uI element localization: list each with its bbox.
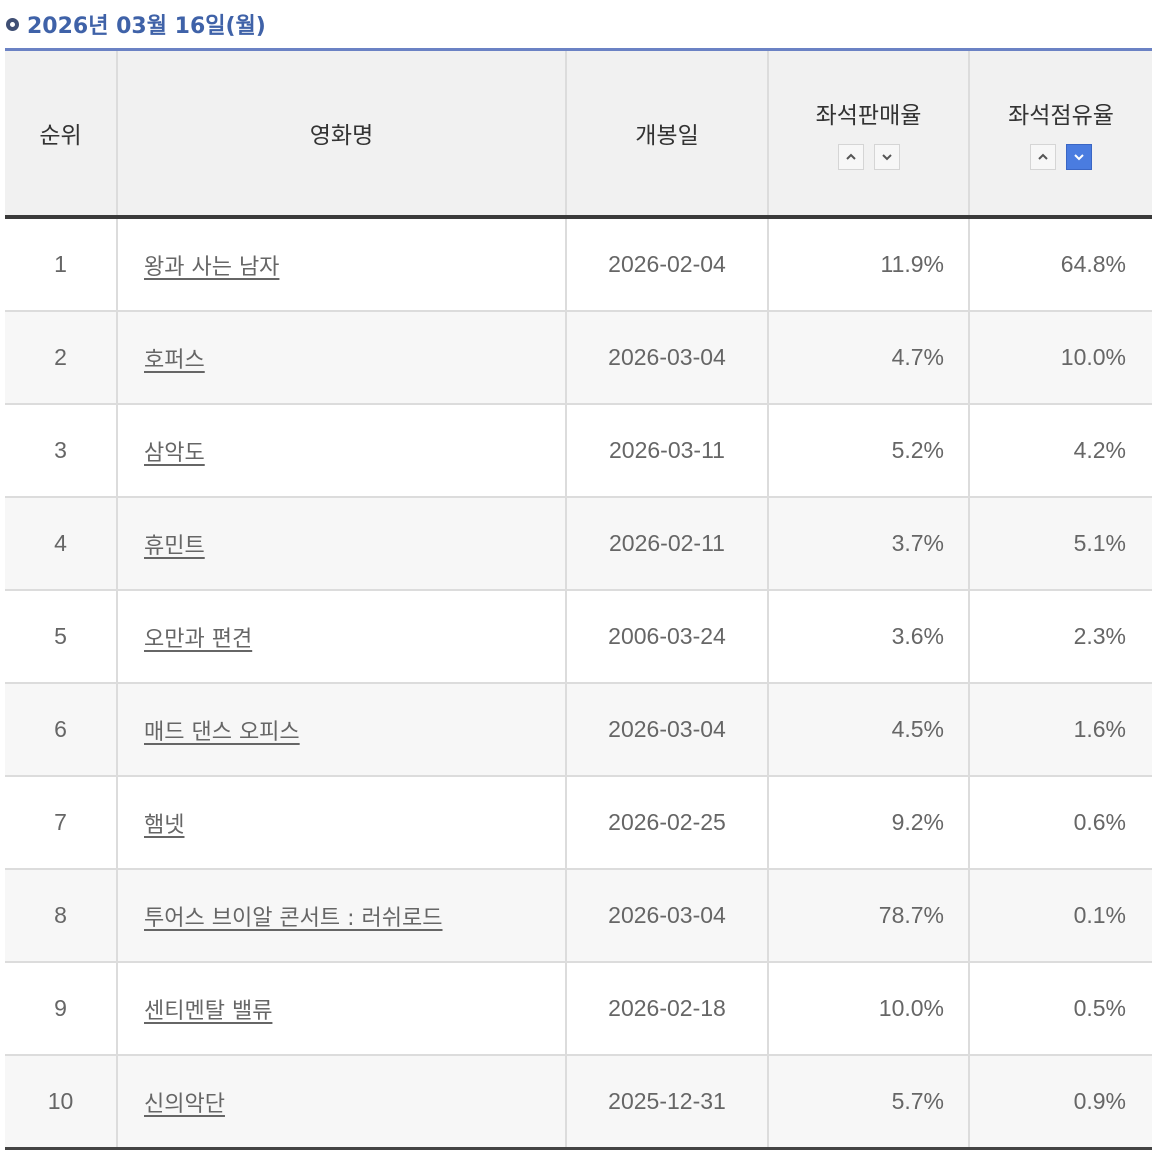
title-cell: 호퍼스 [116,311,566,405]
rank-cell: 5 [5,590,117,684]
sales-rate-cell: 78.7% [767,869,969,963]
sales-rate-cell: 5.2% [767,404,969,498]
release-date-cell: 2025-12-31 [565,1055,768,1150]
table-row: 5 오만과 편견 2006-03-24 3.6% 2.3% [5,590,1152,684]
table-row: 10 신의악단 2025-12-31 5.7% 0.9% [5,1055,1152,1150]
rank-cell: 4 [5,497,117,591]
column-header-release: 개봉일 [565,51,768,219]
share-rate-cell: 0.9% [968,1055,1152,1150]
rank-cell: 9 [5,962,117,1056]
chevron-up-icon [1038,153,1048,160]
sales-rate-cell: 3.6% [767,590,969,684]
release-date-cell: 2026-02-04 [565,217,768,312]
column-header-rank: 순위 [5,51,117,219]
rank-cell: 7 [5,776,117,870]
rank-cell: 8 [5,869,117,963]
box-office-table: 순위 영화명 개봉일 좌석판매율 좌석점유율 [5,51,1152,1150]
title-cell: 휴민트 [116,497,566,591]
movie-title-link[interactable]: 센티멘탈 밸류 [144,998,273,1024]
sales-rate-cell: 10.0% [767,962,969,1056]
column-header-sales-rate: 좌석판매율 [767,51,969,219]
title-cell: 햄넷 [116,776,566,870]
release-date-cell: 2026-03-11 [565,404,768,498]
title-cell: 센티멘탈 밸류 [116,962,566,1056]
sales-rate-cell: 3.7% [767,497,969,591]
release-date-cell: 2026-03-04 [565,311,768,405]
header-divider [5,48,1152,51]
rank-cell: 1 [5,217,117,312]
share-rate-cell: 0.6% [968,776,1152,870]
release-date-cell: 2026-03-04 [565,683,768,777]
title-cell: 매드 댄스 오피스 [116,683,566,777]
release-date-cell: 2006-03-24 [565,590,768,684]
sales-rate-cell: 9.2% [767,776,969,870]
release-date-cell: 2026-02-11 [565,497,768,591]
share-rate-cell: 0.1% [968,869,1152,963]
share-rate-cell: 10.0% [968,311,1152,405]
share-rate-cell: 64.8% [968,217,1152,312]
column-header-share-rate-label: 좌석점유율 [1008,103,1114,129]
table-row: 9 센티멘탈 밸류 2026-02-18 10.0% 0.5% [5,962,1152,1056]
sales-rate-cell: 5.7% [767,1055,969,1150]
table-row: 3 삼악도 2026-03-11 5.2% 4.2% [5,404,1152,498]
table-row: 1 왕과 사는 남자 2026-02-04 11.9% 64.8% [5,217,1152,312]
share-rate-cell: 0.5% [968,962,1152,1056]
release-date-cell: 2026-03-04 [565,869,768,963]
sort-sales-asc-button[interactable] [837,144,864,170]
chevron-up-icon [845,153,856,160]
share-rate-cell: 4.2% [968,404,1152,498]
table-row: 4 휴민트 2026-02-11 3.7% 5.1% [5,497,1152,591]
column-header-sales-rate-label: 좌석판매율 [815,103,922,129]
title-cell: 오만과 편견 [116,590,566,684]
share-rate-sort-controls [970,144,1152,170]
sales-rate-cell: 4.5% [767,683,969,777]
movie-title-link[interactable]: 휴민트 [144,533,205,559]
table-row: 2 호퍼스 2026-03-04 4.7% 10.0% [5,311,1152,405]
movie-title-link[interactable]: 매드 댄스 오피스 [144,719,300,745]
title-cell: 신의악단 [116,1055,566,1150]
circle-bullet-icon [6,17,19,31]
sales-rate-cell: 11.9% [767,217,969,312]
table-row: 8 투어스 브이알 콘서트 : 러쉬로드 2026-03-04 78.7% 0.… [5,869,1152,963]
table-row: 7 햄넷 2026-02-25 9.2% 0.6% [5,776,1152,870]
table-header-row: 순위 영화명 개봉일 좌석판매율 좌석점유율 [5,51,1152,219]
rank-cell: 3 [5,404,117,498]
sort-sales-desc-button[interactable] [873,144,900,170]
sales-rate-cell: 4.7% [767,311,969,405]
column-header-title: 영화명 [116,51,566,219]
movie-title-link[interactable]: 신의악단 [144,1091,225,1117]
release-date-cell: 2026-02-18 [565,962,768,1056]
title-cell: 투어스 브이알 콘서트 : 러쉬로드 [116,869,566,963]
rank-cell: 10 [5,1055,117,1150]
share-rate-cell: 5.1% [968,497,1152,591]
movie-title-link[interactable]: 왕과 사는 남자 [144,254,280,280]
rank-cell: 6 [5,683,117,777]
sort-share-asc-button[interactable] [1030,144,1056,170]
date-header: 2026년 03월 16일(월) [0,0,1152,48]
movie-title-link[interactable]: 삼악도 [144,440,205,466]
sales-rate-sort-controls [769,144,968,170]
column-header-share-rate: 좌석점유율 [968,51,1152,219]
title-cell: 삼악도 [116,404,566,498]
chevron-down-icon [1074,154,1084,161]
movie-title-link[interactable]: 햄넷 [144,812,185,838]
chevron-down-icon [881,154,892,161]
movie-title-link[interactable]: 투어스 브이알 콘서트 : 러쉬로드 [144,905,443,931]
share-rate-cell: 2.3% [968,590,1152,684]
movie-title-link[interactable]: 호퍼스 [144,347,205,373]
share-rate-cell: 1.6% [968,683,1152,777]
date-title: 2026년 03월 16일(월) [27,14,266,39]
release-date-cell: 2026-02-25 [565,776,768,870]
rank-cell: 2 [5,311,117,405]
title-cell: 왕과 사는 남자 [116,217,566,312]
sort-share-desc-button[interactable] [1066,144,1092,170]
movie-title-link[interactable]: 오만과 편견 [144,626,253,652]
table-row: 6 매드 댄스 오피스 2026-03-04 4.5% 1.6% [5,683,1152,777]
